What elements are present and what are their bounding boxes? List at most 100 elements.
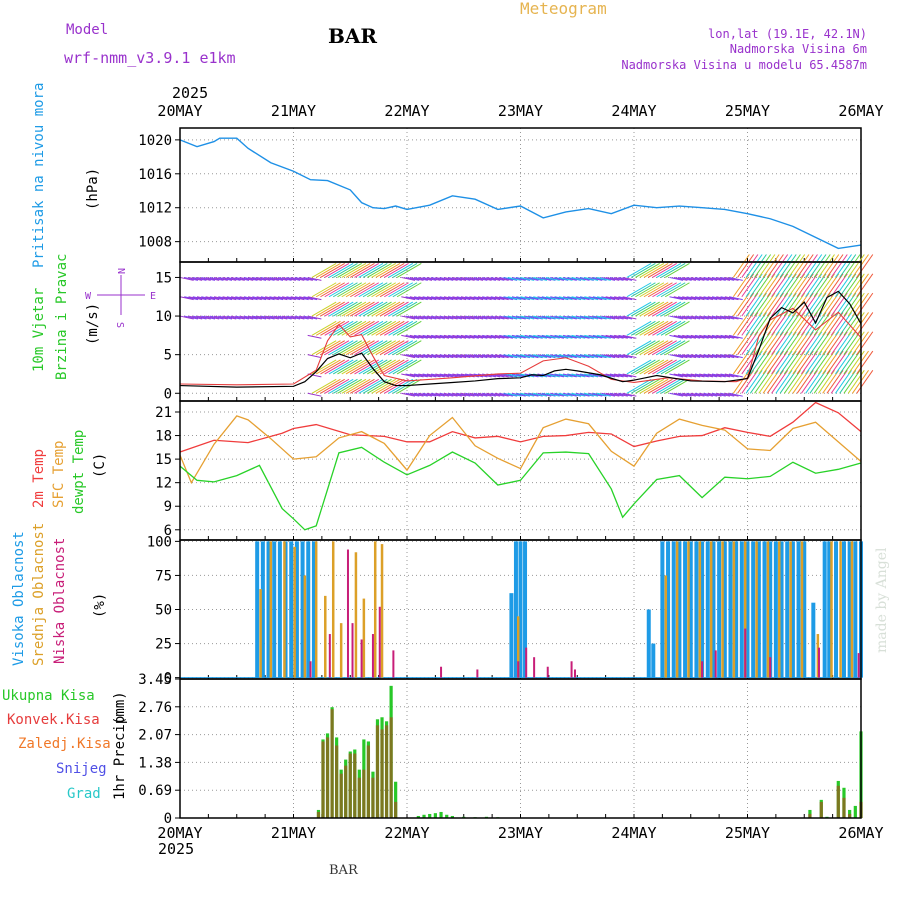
wind-arrow xyxy=(618,315,633,320)
wind-arrow xyxy=(367,282,392,298)
wind-arrow xyxy=(660,263,686,278)
wind-arrow xyxy=(460,315,475,320)
cloud-bar xyxy=(518,541,523,678)
wind-arrow xyxy=(362,378,388,394)
dewpoint-line xyxy=(179,446,862,531)
cloud-bar xyxy=(666,541,671,678)
y-tick-label: 50 xyxy=(155,603,172,619)
wind-arrow xyxy=(448,354,462,359)
wind-arrow xyxy=(758,292,776,317)
wind-arrow xyxy=(282,315,296,320)
wind-arrow xyxy=(741,254,759,278)
wind-arrow xyxy=(626,359,652,375)
wind-arrow xyxy=(465,334,479,339)
x-tick-label-top: 26MAY xyxy=(838,102,883,120)
x-tick-label-top: 23MAY xyxy=(498,102,543,120)
wind-arrow xyxy=(732,254,750,278)
wind-arrow xyxy=(435,276,450,281)
wind-arrow xyxy=(554,296,569,301)
wind-arrow xyxy=(226,276,241,281)
wind-arrow xyxy=(597,392,611,397)
precip-legend-frozen: Zaledj.Kisa xyxy=(18,736,111,752)
wind-arrow xyxy=(694,373,709,378)
wind-arrow xyxy=(839,254,857,278)
wind-arrow xyxy=(511,276,526,281)
wind-arrow xyxy=(724,296,739,301)
wind-arrow xyxy=(766,331,784,355)
wind-arrow xyxy=(635,301,660,317)
wind-arrow xyxy=(324,301,350,317)
wind-arrow xyxy=(277,315,292,320)
wind-arrow xyxy=(801,273,818,298)
wind-arrow xyxy=(562,334,577,339)
wind-arrow xyxy=(588,392,603,397)
wind-arrow xyxy=(618,334,633,339)
wind-arrow xyxy=(835,370,852,394)
wind-arrow xyxy=(422,334,437,339)
wind-arrow xyxy=(294,296,309,301)
cloud-bar xyxy=(378,606,381,678)
wind-arrow xyxy=(626,320,652,336)
wind-arrow xyxy=(324,263,350,278)
wind-arrow xyxy=(732,331,750,355)
wind-arrow xyxy=(473,354,488,359)
wind-arrow xyxy=(439,334,454,339)
wind-arrow xyxy=(490,276,505,281)
wind-arrow xyxy=(396,320,422,336)
wind-arrow xyxy=(597,354,611,359)
wind-arrow xyxy=(252,315,267,320)
wind-arrow xyxy=(516,354,531,359)
wind-arrow xyxy=(758,370,776,394)
wind-arrow xyxy=(745,370,763,394)
wind-arrow xyxy=(788,370,806,394)
precip-conv-bar xyxy=(394,801,398,818)
x-tick-label-bottom: 25MAY xyxy=(725,824,770,842)
cloud-bar xyxy=(346,549,349,678)
wind-arrow xyxy=(456,315,471,320)
cloud-ylabel-high: Visoka Oblacnost xyxy=(11,531,27,666)
y-tick-label: 1012 xyxy=(138,201,172,217)
wind-arrow xyxy=(809,370,827,394)
cloud-unit: (%) xyxy=(92,593,108,618)
wind-arrow xyxy=(499,373,514,378)
wind-arrow xyxy=(265,276,279,281)
wind-arrow xyxy=(694,276,709,281)
wind-arrow xyxy=(452,276,467,281)
wind-arrow xyxy=(192,276,207,281)
wind-arrow xyxy=(673,354,688,359)
wind-arrow xyxy=(643,282,669,298)
wind-arrow xyxy=(660,359,686,375)
wind-arrow xyxy=(499,354,514,359)
wind-arrow xyxy=(737,331,755,355)
wind-arrow xyxy=(818,254,835,278)
wind-arrow xyxy=(409,276,424,281)
cloud-panel: 0 25 50 75 100 xyxy=(147,534,863,687)
wind-arrow xyxy=(809,331,827,355)
cloud-bar xyxy=(847,541,852,678)
wind-arrow xyxy=(345,263,371,278)
wind-arrow xyxy=(324,359,350,375)
wind-arrow xyxy=(813,331,831,355)
cloud-bar xyxy=(717,541,722,678)
wind-arrow xyxy=(669,296,684,301)
wind-arrow xyxy=(392,282,418,298)
wind-arrow xyxy=(477,315,492,320)
wind-arrow xyxy=(426,334,441,339)
wind-arrow xyxy=(477,276,492,281)
wind-arrow xyxy=(341,263,367,278)
wind-arrow xyxy=(558,334,573,339)
wind-arrow xyxy=(422,296,437,301)
wind-arrow xyxy=(605,373,620,378)
wind-arrow xyxy=(524,296,539,301)
wind-arrow xyxy=(358,263,384,278)
wind-arrow xyxy=(375,340,401,356)
wind-arrow xyxy=(741,350,759,375)
cloud-bar xyxy=(705,541,710,678)
wind-arrow xyxy=(639,320,665,336)
wind-arrow xyxy=(830,254,848,278)
cloud-bar xyxy=(778,541,781,678)
cloud-bar xyxy=(293,546,296,678)
station-title: BAR xyxy=(328,24,377,48)
cloud-bar xyxy=(269,541,273,678)
wind-arrow xyxy=(337,359,362,375)
